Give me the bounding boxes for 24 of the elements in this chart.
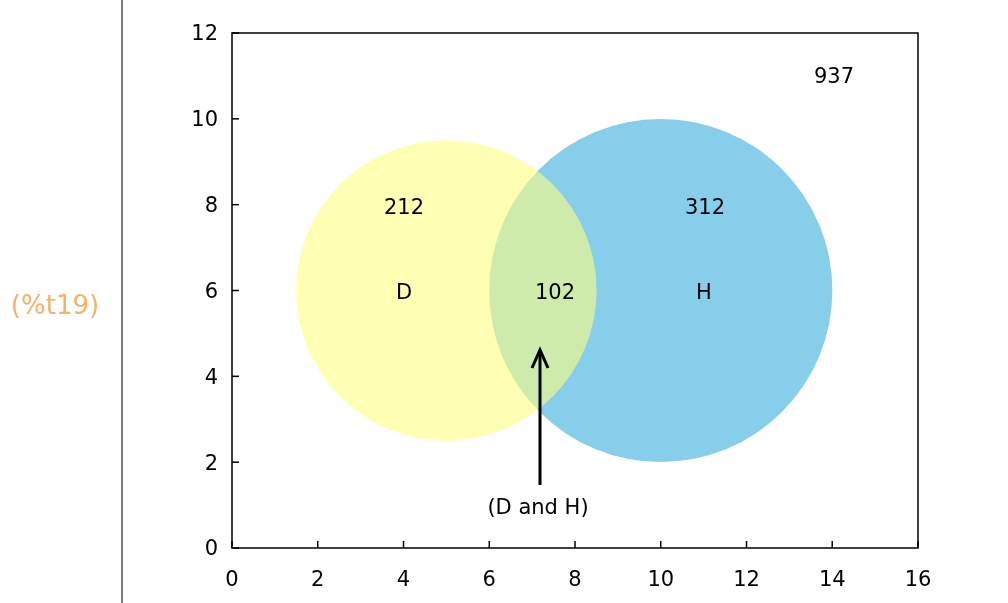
- annotation: 102: [534, 280, 576, 305]
- annotation: H: [696, 280, 712, 305]
- x-tick-label: 10: [647, 567, 675, 591]
- annotation: 212: [383, 195, 425, 220]
- x-tick-label: 16: [904, 567, 932, 591]
- x-tick-label: 0: [225, 567, 239, 591]
- annotation: (D and H): [487, 495, 589, 520]
- y-tick-label: 4: [204, 364, 218, 389]
- y-tick-label: 12: [191, 21, 218, 46]
- y-tick-label: 10: [191, 107, 218, 132]
- text: (%t19): [10, 290, 100, 321]
- x-tick-label: 2: [311, 567, 325, 591]
- x-tick-label: 6: [482, 567, 496, 591]
- y-tick-label: 8: [204, 193, 218, 218]
- y-tick-label: 0: [204, 536, 218, 561]
- x-tick-label: 4: [396, 567, 411, 591]
- x-tick-label: 8: [568, 567, 582, 591]
- annotation: D: [395, 280, 413, 305]
- x-tick-label: 12: [733, 567, 760, 591]
- y-tick-label: 6: [204, 278, 218, 303]
- annotation: 937: [813, 64, 855, 89]
- y-tick-label: 2: [204, 450, 218, 475]
- x-tick-label: 14: [818, 567, 846, 591]
- annotation: 312: [684, 195, 726, 220]
